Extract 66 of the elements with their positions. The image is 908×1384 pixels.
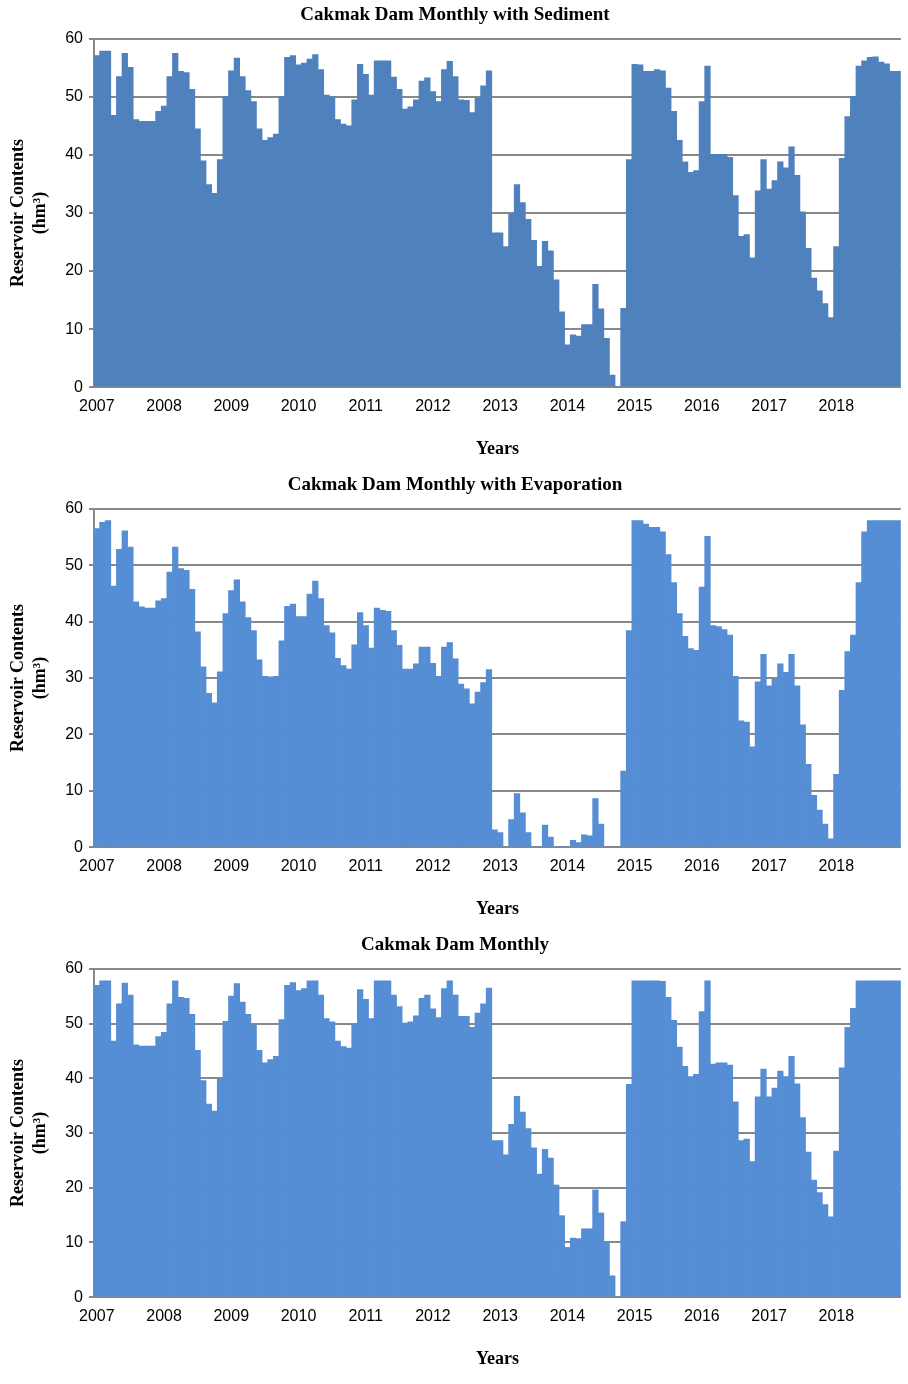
x-axis-title: Years [475, 437, 519, 458]
x-tick-label: 2011 [348, 857, 384, 875]
x-tick-label: 2007 [79, 1307, 115, 1325]
x-tick-label: 2012 [415, 397, 451, 415]
x-tick-label: 2018 [818, 1307, 855, 1325]
y-tick-label: 50 [65, 555, 84, 573]
x-tick-label: 2007 [79, 397, 115, 415]
x-tick-label: 2012 [415, 857, 451, 875]
x-tick-label: 2013 [482, 397, 519, 415]
x-tick-label: 2013 [482, 1307, 519, 1325]
x-tick-label: 2017 [751, 1307, 788, 1325]
chart-title: Cakmak Dam Monthly [361, 933, 550, 955]
y-tick-label: 20 [65, 261, 84, 279]
x-tick-label: 2009 [213, 397, 250, 415]
y-tick-label: 50 [65, 87, 84, 105]
y-tick-label: 40 [65, 145, 84, 163]
y-tick-label: 0 [74, 837, 84, 855]
x-tick-label: 2008 [146, 1307, 182, 1325]
chart-title: Cakmak Dam Monthly with Sediment [300, 3, 611, 25]
y-tick-label: 40 [65, 1068, 84, 1086]
x-tick-label: 2009 [213, 1307, 250, 1325]
x-tick-label: 2018 [818, 397, 855, 415]
x-axis-title: Years [475, 1347, 519, 1368]
x-tick-label: 2014 [549, 1307, 586, 1325]
x-tick-label: 2009 [213, 857, 250, 875]
chart-title: Cakmak Dam Monthly with Evaporation [287, 473, 623, 495]
x-tick-label: 2014 [549, 857, 586, 875]
x-tick-label: 2017 [751, 857, 788, 875]
x-tick-label: 2010 [280, 857, 317, 875]
x-tick-label: 2016 [684, 857, 720, 875]
y-tick-label: 10 [65, 1232, 84, 1250]
x-tick-label: 2011 [348, 397, 384, 415]
y-tick-label: 50 [65, 1013, 84, 1031]
x-tick-label: 2015 [616, 397, 653, 415]
x-tick-label: 2012 [415, 1307, 451, 1325]
x-tick-label: 2016 [684, 1307, 720, 1325]
y-axis-title: Reservoir Contents (hm³) [7, 138, 51, 288]
x-axis-title: Years [475, 897, 519, 918]
y-tick-label: 40 [65, 612, 84, 630]
y-tick-label: 60 [65, 499, 84, 517]
x-tick-label: 2018 [818, 857, 855, 875]
y-tick-label: 0 [74, 1287, 84, 1305]
y-tick-label: 30 [65, 668, 84, 686]
x-tick-label: 2010 [280, 397, 317, 415]
x-tick-label: 2015 [616, 1307, 653, 1325]
y-tick-label: 60 [65, 959, 84, 977]
x-tick-label: 2008 [146, 857, 182, 875]
y-tick-label: 10 [65, 319, 84, 337]
x-tick-label: 2010 [280, 1307, 317, 1325]
y-tick-label: 30 [65, 1123, 84, 1141]
x-tick-label: 2015 [616, 857, 653, 875]
x-tick-label: 2014 [549, 397, 586, 415]
y-axis-title: Reservoir Contents (hm³) [7, 603, 51, 753]
y-tick-label: 20 [65, 724, 84, 742]
y-tick-label: 0 [74, 377, 84, 395]
x-tick-label: 2016 [684, 397, 720, 415]
y-tick-label: 20 [65, 1178, 84, 1196]
y-tick-label: 60 [65, 29, 84, 47]
y-axis-title: Reservoir Contents (hm³) [7, 1058, 51, 1208]
x-tick-label: 2007 [79, 857, 115, 875]
y-tick-label: 30 [65, 203, 84, 221]
y-tick-label: 10 [65, 781, 84, 799]
x-tick-label: 2013 [482, 857, 519, 875]
x-tick-label: 2011 [348, 1307, 384, 1325]
x-tick-label: 2008 [146, 397, 182, 415]
x-tick-label: 2017 [751, 397, 788, 415]
